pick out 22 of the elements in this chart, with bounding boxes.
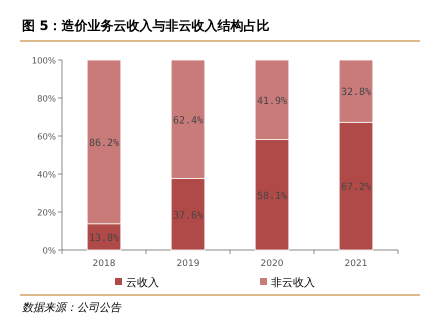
legend-label: 非云收入 [271, 276, 315, 289]
data-label: 32.8% [340, 87, 372, 98]
y-tick-label: 60% [37, 132, 56, 142]
data-label: 41.9% [256, 96, 288, 107]
y-tick-label: 100% [32, 56, 56, 66]
data-label: 37.6% [172, 210, 204, 222]
y-tick-label: 40% [37, 170, 56, 180]
source-note: 数据来源：公司公告 [22, 301, 122, 314]
y-tick-label: 80% [37, 94, 56, 104]
x-tick-label: 2021 [344, 259, 368, 269]
y-tick-label: 20% [37, 208, 56, 218]
data-label: 58.1% [256, 190, 288, 202]
data-label: 13.8% [88, 232, 120, 244]
x-tick-label: 2018 [92, 259, 116, 269]
data-label: 86.2% [88, 138, 120, 149]
legend-label: 云收入 [126, 276, 159, 289]
x-tick-label: 2019 [176, 259, 200, 269]
y-tick-label: 0% [42, 246, 56, 256]
data-label: 67.2% [340, 182, 372, 194]
data-label: 62.4% [172, 115, 204, 126]
chart-title: 图 5：造价业务云收入与非云收入结构占比 [22, 18, 270, 34]
x-tick-label: 2020 [260, 259, 284, 269]
